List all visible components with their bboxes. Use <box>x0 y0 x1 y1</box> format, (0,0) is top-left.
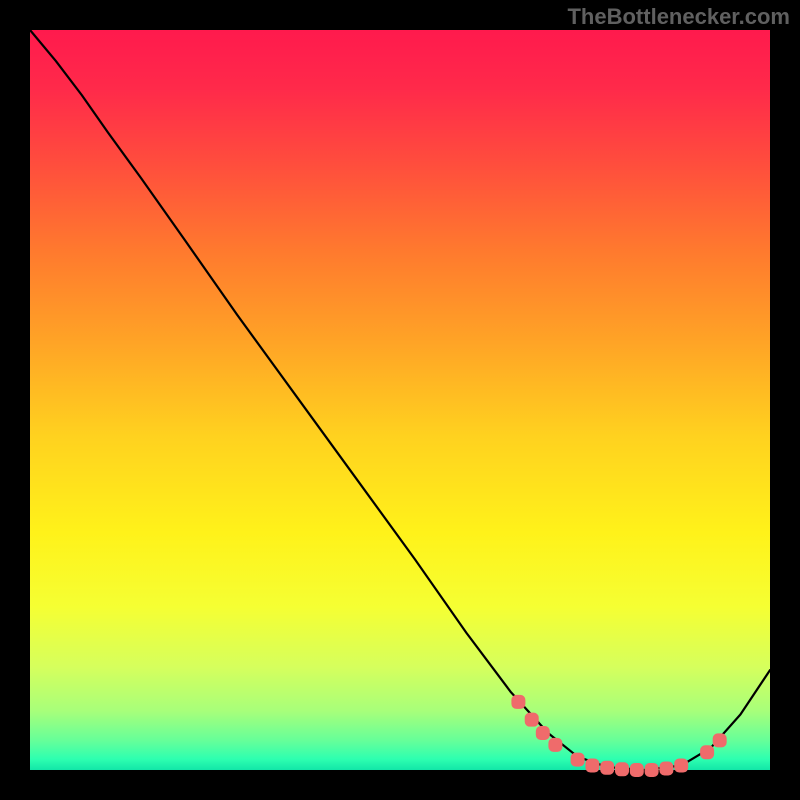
watermark-text: TheBottlenecker.com <box>567 4 790 30</box>
highlight-marker <box>616 763 629 776</box>
highlight-marker <box>525 713 538 726</box>
highlight-marker <box>675 759 688 772</box>
highlight-marker <box>536 727 549 740</box>
highlight-marker <box>645 764 658 777</box>
chart-container: TheBottlenecker.com <box>0 0 800 800</box>
bottleneck-curve-chart <box>0 0 800 800</box>
highlight-marker <box>701 746 714 759</box>
highlight-marker <box>512 695 525 708</box>
highlight-marker <box>549 738 562 751</box>
highlight-marker <box>586 759 599 772</box>
chart-gradient-background <box>30 30 770 770</box>
highlight-marker <box>630 764 643 777</box>
highlight-marker <box>571 753 584 766</box>
highlight-marker <box>713 734 726 747</box>
highlight-marker <box>601 761 614 774</box>
highlight-marker <box>660 762 673 775</box>
